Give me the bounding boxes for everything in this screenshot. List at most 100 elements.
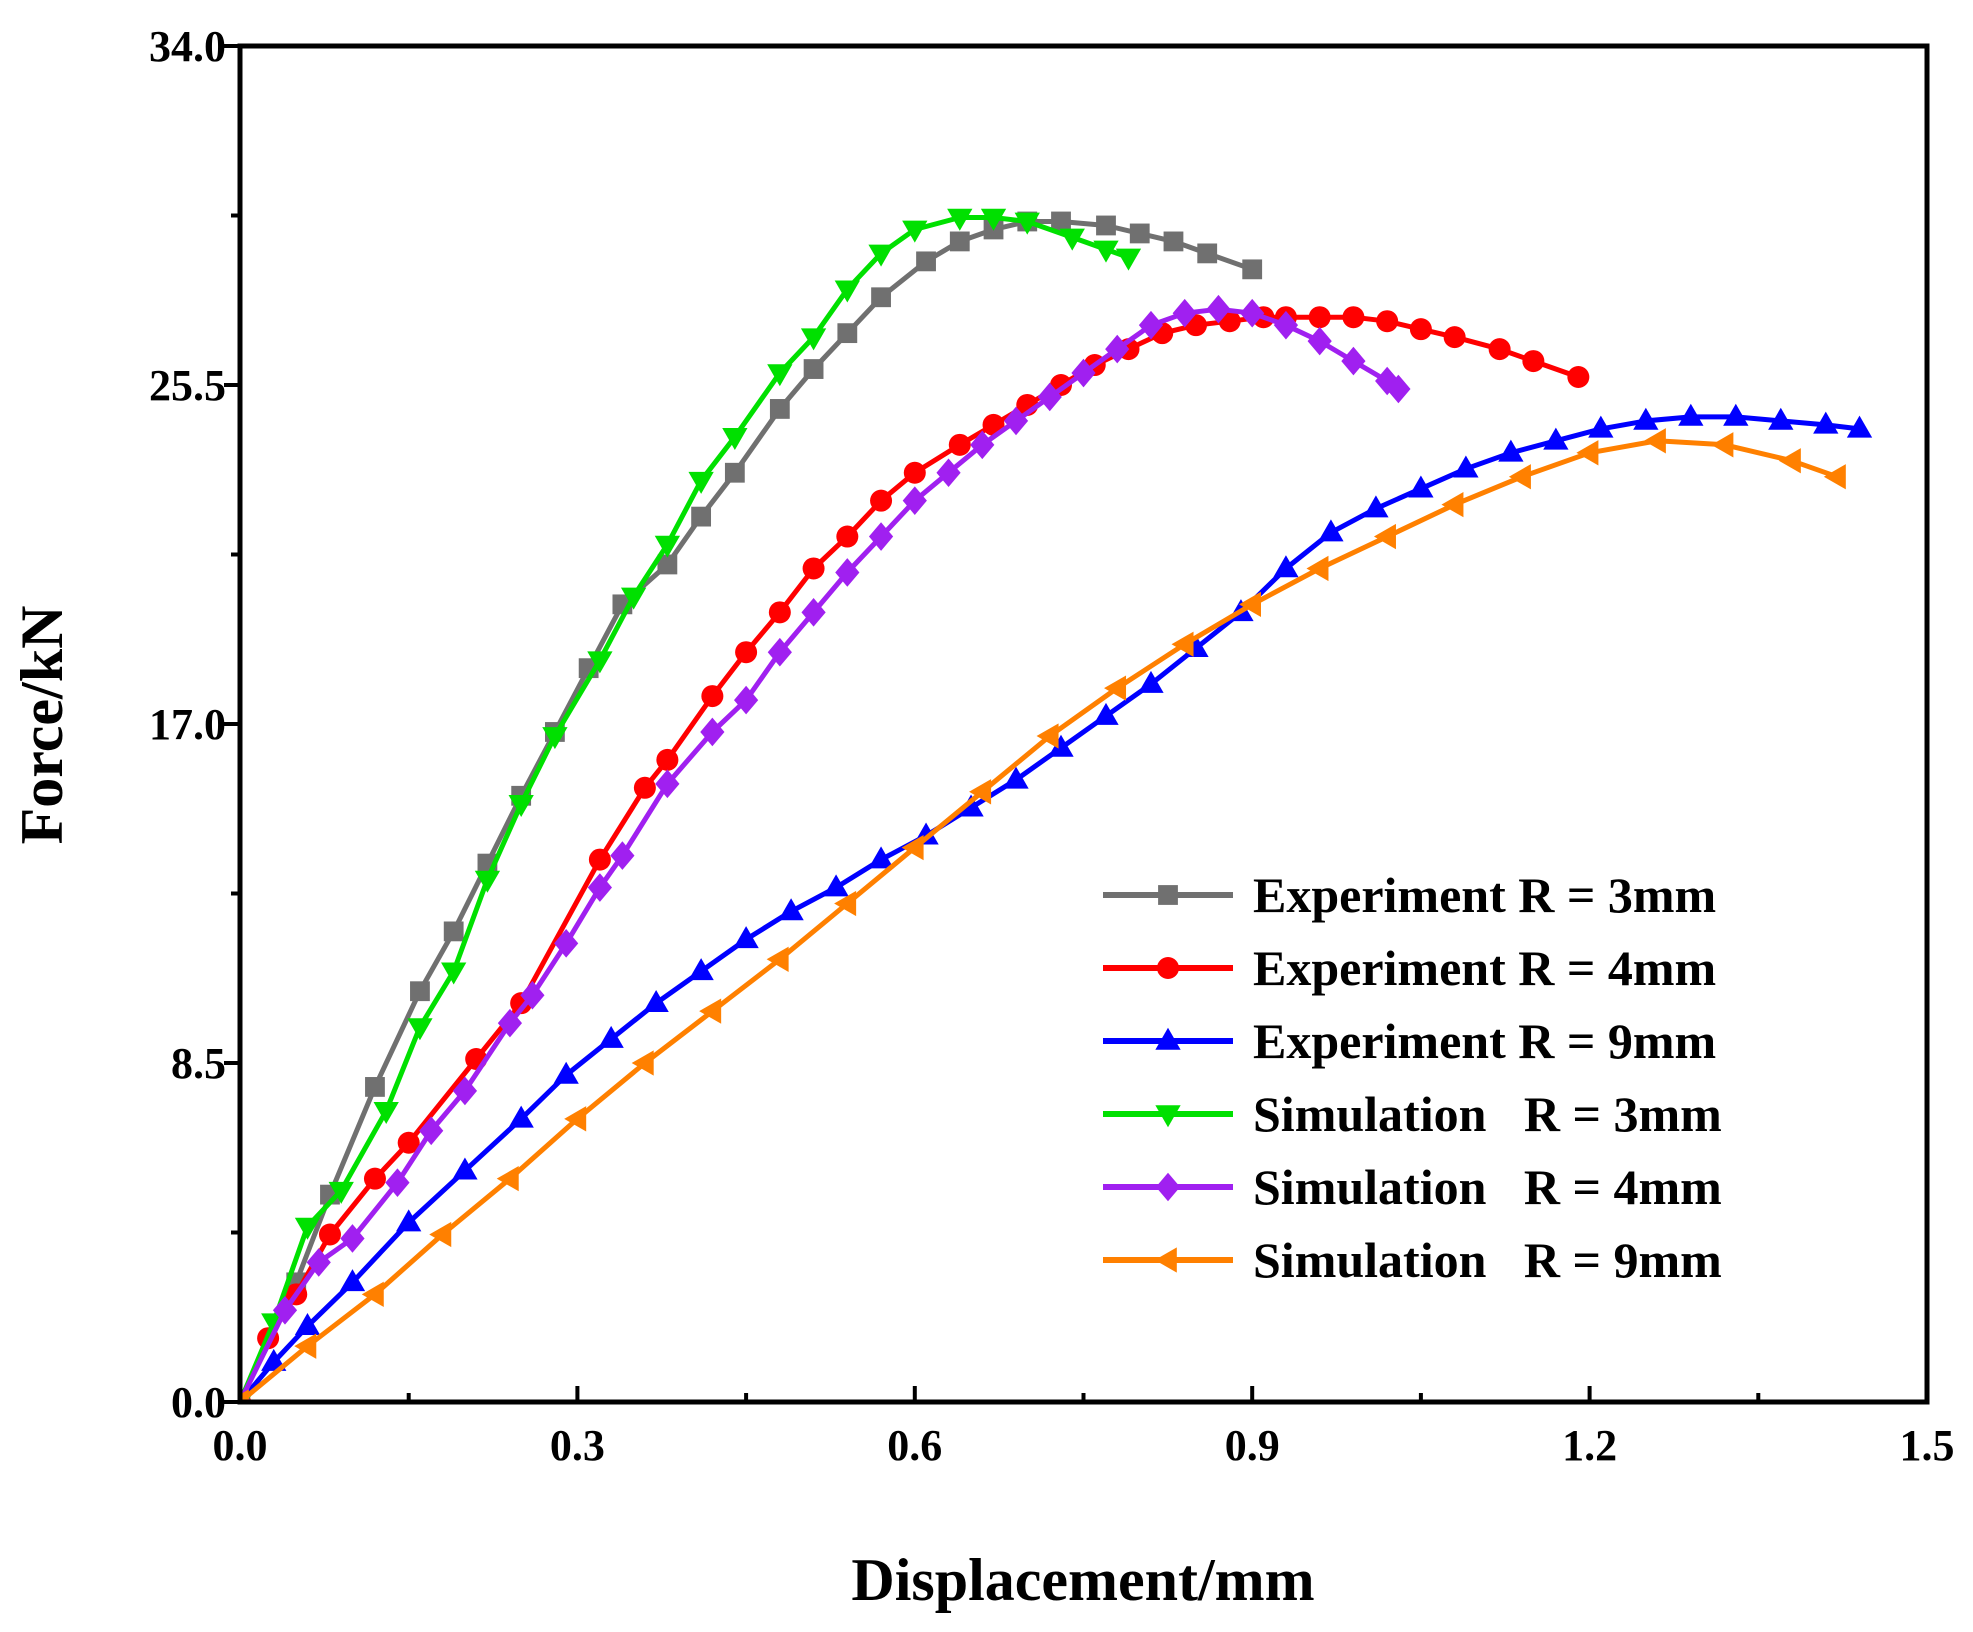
data-point — [835, 558, 860, 587]
data-point — [633, 776, 656, 799]
data-point — [802, 557, 825, 580]
data-point — [836, 525, 859, 548]
data-point — [767, 637, 792, 667]
data-point — [800, 328, 827, 351]
y-axis-title: Force/kN — [9, 606, 75, 845]
data-point — [587, 651, 613, 674]
data-point — [1171, 631, 1194, 657]
data-point — [868, 244, 894, 267]
data-point — [657, 554, 678, 575]
series-5 — [240, 294, 1411, 1402]
data-point — [902, 220, 928, 243]
data-point — [903, 461, 926, 484]
data-point — [1129, 223, 1150, 244]
legend-marker — [1154, 1247, 1177, 1273]
data-point — [1003, 766, 1029, 789]
data-point — [1273, 555, 1299, 578]
data-point — [620, 587, 647, 610]
data-point — [508, 794, 534, 817]
series-1 — [240, 211, 1263, 1402]
data-point — [870, 489, 893, 512]
data-point — [1409, 318, 1432, 341]
data-point — [1453, 455, 1479, 478]
data-point — [734, 685, 759, 715]
data-point — [497, 1008, 523, 1038]
data-point — [767, 364, 793, 387]
data-point — [419, 1116, 444, 1146]
data-point — [339, 1269, 366, 1292]
data-point — [823, 874, 849, 897]
data-point — [318, 1223, 341, 1246]
data-point — [587, 873, 612, 902]
data-point — [1846, 415, 1873, 438]
data-point — [396, 1209, 422, 1232]
data-point — [1105, 334, 1130, 364]
data-point — [701, 685, 724, 708]
data-point — [272, 1295, 298, 1325]
y-tick-label: 0.0 — [171, 1378, 226, 1427]
data-point — [733, 926, 759, 949]
data-point — [1543, 427, 1569, 450]
data-point — [365, 1077, 385, 1097]
x-tick-label: 0.3 — [550, 1421, 605, 1470]
data-point — [306, 1248, 331, 1277]
data-point — [1096, 215, 1116, 236]
data-point — [834, 280, 860, 303]
legend-label: Experiment R = 4mm — [1253, 940, 1716, 996]
data-point — [1633, 407, 1659, 430]
y-axis-title-group: Force/kN — [9, 606, 75, 845]
data-point — [1363, 495, 1389, 518]
data-point — [868, 522, 894, 551]
data-point — [1163, 231, 1184, 252]
data-point — [407, 1018, 433, 1041]
legend: Experiment R = 3mm Experiment R = 4mm Expe… — [1103, 867, 1722, 1288]
data-point — [610, 841, 635, 870]
data-point — [452, 1157, 478, 1180]
data-point — [837, 323, 858, 344]
data-point — [691, 506, 712, 527]
legend-marker — [1155, 1105, 1181, 1128]
data-point — [1093, 240, 1119, 263]
series-line — [240, 215, 1131, 1402]
data-point — [1048, 734, 1074, 757]
data-point — [724, 462, 745, 483]
data-point — [443, 921, 464, 942]
data-point — [801, 598, 826, 627]
legend-entry: Experiment R = 3mm — [1103, 867, 1716, 923]
data-point — [598, 1025, 624, 1048]
data-point — [553, 1061, 579, 1084]
data-point — [654, 535, 681, 558]
data-point — [1342, 306, 1365, 329]
data-point — [768, 601, 791, 624]
series-4 — [240, 208, 1142, 1402]
legend-marker — [1157, 957, 1179, 979]
data-point — [397, 1131, 420, 1154]
data-point — [1138, 670, 1164, 693]
legend-label: Experiment R = 3mm — [1253, 867, 1716, 923]
data-point — [980, 208, 1007, 231]
y-tick-label: 8.5 — [171, 1039, 226, 1088]
data-point — [385, 1168, 410, 1197]
x-tick-label: 0.0 — [213, 1421, 268, 1470]
data-point — [1711, 432, 1734, 458]
data-point — [363, 1167, 386, 1190]
data-point — [631, 1050, 654, 1076]
data-point — [508, 1105, 534, 1128]
data-point — [294, 1313, 321, 1336]
data-point — [769, 399, 790, 419]
data-point — [1240, 298, 1265, 328]
data-point — [373, 1102, 399, 1125]
plot-frame — [237, 43, 1930, 1405]
data-point — [1273, 310, 1299, 340]
data-point — [948, 433, 971, 456]
data-point — [1522, 350, 1545, 373]
data-point — [699, 998, 722, 1024]
data-point — [1341, 346, 1366, 376]
data-point — [936, 458, 961, 488]
data-point — [1408, 475, 1434, 498]
data-point — [643, 989, 669, 1012]
legend-entry: Experiment R = 9mm — [1103, 1013, 1716, 1069]
legend-entry: Experiment R = 4mm — [1103, 940, 1716, 996]
legend-label: Experiment R = 9mm — [1253, 1013, 1716, 1069]
data-point — [871, 287, 891, 308]
